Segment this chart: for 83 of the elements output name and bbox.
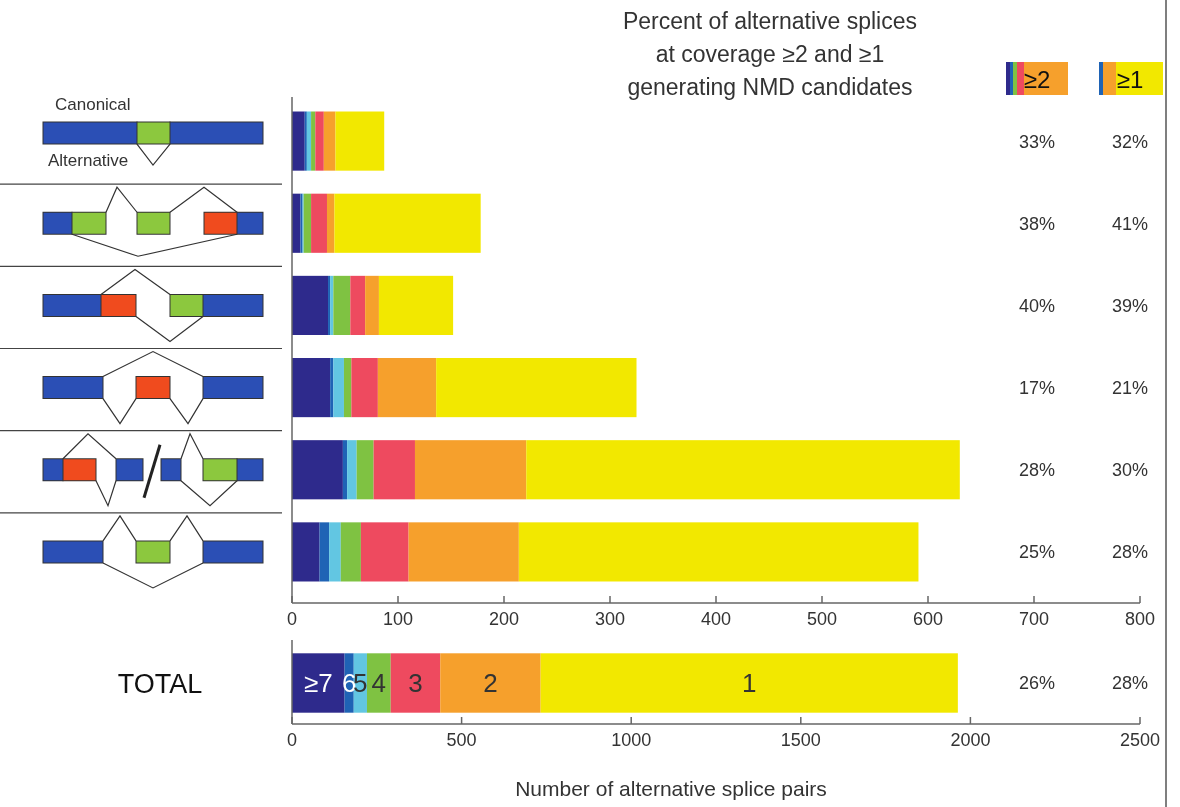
bar (378, 275, 454, 335)
x-tick-label: 500 (446, 730, 477, 750)
x-tick-label: 0 (286, 609, 298, 629)
annotation: 17% (1018, 378, 1056, 399)
x-tick-label: 400 (700, 609, 732, 629)
bar (333, 358, 344, 418)
x-tick-label: 0 (286, 730, 298, 750)
series-label: 2 (483, 668, 498, 699)
bar (414, 440, 527, 500)
bar (440, 653, 541, 713)
text: Alternative (48, 151, 129, 170)
bar (334, 193, 481, 253)
bar (343, 358, 352, 418)
annotation: 41% (1111, 213, 1149, 234)
series-label: 3 (408, 668, 423, 699)
bar (366, 653, 391, 713)
bar (311, 111, 316, 171)
bar (292, 111, 305, 171)
bar (390, 653, 441, 713)
annotation: 25% (1018, 542, 1056, 563)
bar (315, 111, 324, 171)
bar (323, 111, 336, 171)
y-tick-label: TOTAL (117, 668, 203, 699)
bar (360, 522, 409, 582)
bar (335, 111, 385, 171)
x-axis-title: Number of alternative splice pairs (515, 777, 827, 800)
series-label: ≥7 (303, 668, 333, 699)
annotation: 32% (1111, 131, 1149, 152)
bar (356, 440, 374, 500)
bar (292, 653, 345, 713)
x-tick-label: 2000 (950, 730, 991, 750)
bar (292, 522, 320, 582)
bar (347, 440, 357, 500)
bar (292, 440, 343, 500)
annotation: 28% (1111, 673, 1149, 694)
bar (340, 522, 361, 582)
annotation: 40% (1018, 295, 1056, 316)
text: Canonical (55, 95, 131, 114)
x-tick-label: 200 (488, 609, 520, 629)
x-tick-label: 500 (806, 609, 838, 629)
x-tick-label: 300 (594, 609, 626, 629)
x-tick-label: 1000 (611, 730, 652, 750)
bar (351, 358, 378, 418)
bar (518, 522, 919, 582)
bar (526, 440, 960, 500)
annotation: 38% (1018, 213, 1056, 234)
bar (319, 522, 330, 582)
bar (311, 193, 327, 253)
series-label: 4 (371, 668, 387, 699)
annotation: 28% (1111, 542, 1149, 563)
bar (292, 275, 329, 335)
bar (326, 193, 335, 253)
x-tick-label: 700 (1018, 609, 1050, 629)
bar (333, 275, 351, 335)
x-tick-label: 2500 (1119, 730, 1161, 750)
annotation: 39% (1111, 295, 1149, 316)
annotation: 21% (1111, 378, 1149, 399)
bar (329, 522, 341, 582)
text: Percent of alternative splices at coverage ≥2 and ≥1 generating NMD candidates (622, 8, 918, 100)
series-label: 1 (742, 668, 757, 699)
category-label: ≥1 (1116, 65, 1144, 93)
bar (330, 358, 334, 418)
bar (408, 522, 519, 582)
bar (377, 358, 437, 418)
category-label: ≥2 (1023, 65, 1051, 93)
bar (350, 275, 366, 335)
bar (373, 440, 415, 500)
x-tick-label: 800 (1124, 609, 1156, 629)
x-tick-label: 100 (382, 609, 414, 629)
bar (303, 193, 312, 253)
annotation: 28% (1018, 460, 1056, 481)
x-tick-label: 600 (912, 609, 944, 629)
bar (304, 111, 307, 171)
bar (540, 653, 958, 713)
annotation: 30% (1111, 460, 1149, 481)
bar (306, 111, 312, 171)
bar (365, 275, 379, 335)
x-tick-label: 1500 (780, 730, 821, 750)
annotation: 33% (1018, 131, 1056, 152)
annotation: 26% (1018, 673, 1056, 694)
bar (342, 440, 348, 500)
bar (436, 358, 637, 418)
bar (292, 358, 331, 418)
